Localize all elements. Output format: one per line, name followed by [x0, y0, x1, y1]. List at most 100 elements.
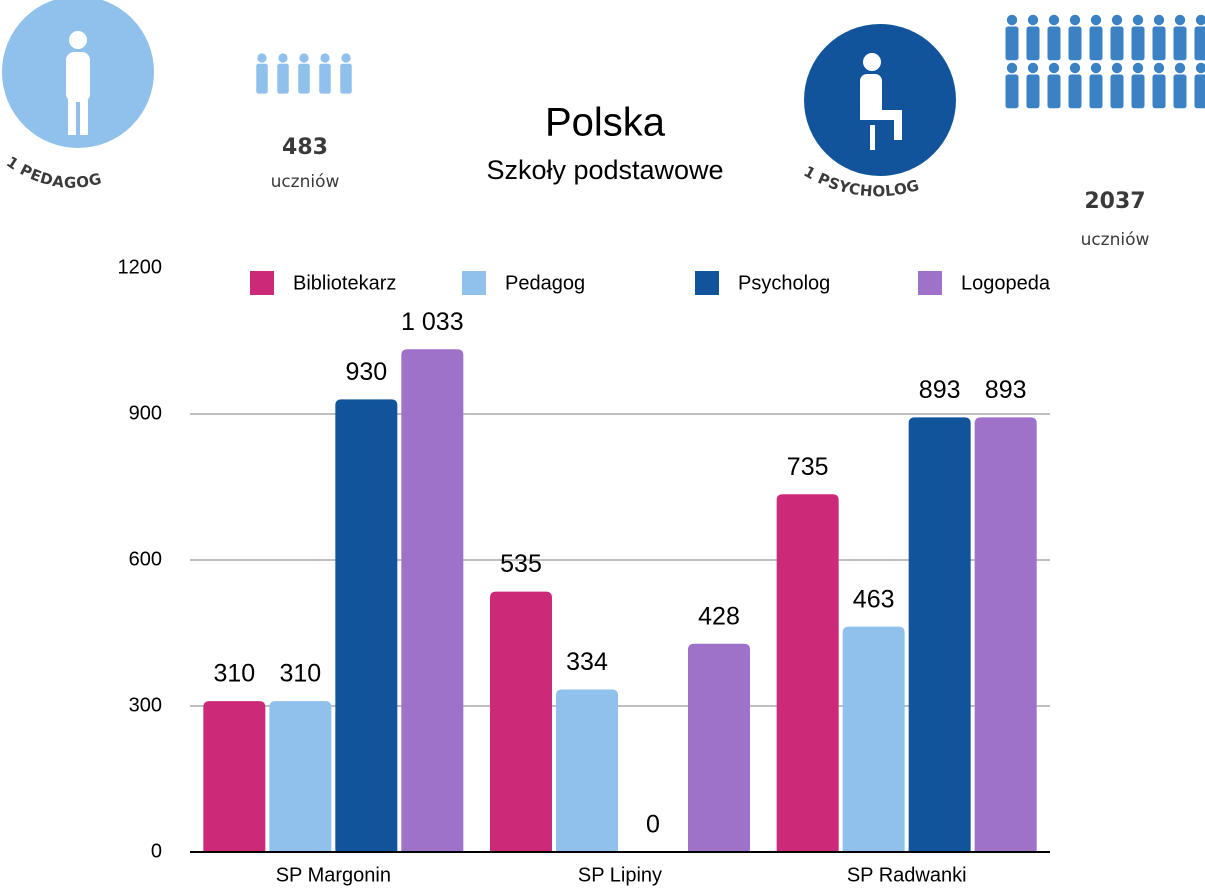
- data-label: 334: [566, 648, 608, 676]
- legend-swatch: [695, 271, 719, 295]
- people-icons: [1005, 14, 1205, 109]
- person: [1174, 62, 1186, 74]
- psycholog-unit: uczniów: [1081, 230, 1150, 250]
- bar: [490, 591, 552, 852]
- person: [1152, 74, 1166, 109]
- person: [1047, 26, 1061, 61]
- data-label: 930: [345, 358, 387, 386]
- person: [298, 63, 310, 94]
- pedagog-label: 1 PEDAGOG: [3, 152, 103, 191]
- pedagog-count: 483: [282, 135, 328, 160]
- y-tick-label: 600: [129, 548, 162, 570]
- data-label: 735: [787, 453, 829, 481]
- person: [1069, 14, 1081, 26]
- person: [1194, 26, 1205, 61]
- person: [1131, 74, 1145, 109]
- person: [341, 53, 351, 63]
- data-label: 893: [985, 376, 1027, 404]
- person: [1132, 14, 1144, 26]
- psycholog-icon: [860, 53, 902, 150]
- person: [1026, 74, 1040, 109]
- person: [1006, 14, 1018, 26]
- person: [1153, 62, 1165, 74]
- psycholog-count: 2037: [1084, 189, 1145, 214]
- person: [1090, 62, 1102, 74]
- person: [256, 63, 268, 94]
- legend-label: Bibliotekarz: [293, 272, 396, 294]
- person: [1068, 74, 1082, 109]
- data-label: 0: [646, 811, 660, 839]
- pedagog-icon: [66, 31, 90, 135]
- data-label: 893: [919, 376, 961, 404]
- person: [1152, 26, 1166, 61]
- y-tick-label: 900: [129, 402, 162, 424]
- person: [1026, 26, 1040, 61]
- person: [1194, 74, 1205, 109]
- person: [1069, 62, 1081, 74]
- bar: [335, 399, 398, 852]
- legend-label: Psycholog: [738, 272, 830, 294]
- data-label: 463: [853, 585, 895, 613]
- person: [1048, 62, 1060, 74]
- y-tick-label: 0: [151, 840, 162, 862]
- person: [1068, 26, 1082, 61]
- person: [1174, 14, 1186, 26]
- bar: [556, 689, 618, 852]
- data-label: 310: [213, 660, 255, 688]
- person: [1047, 74, 1061, 109]
- person: [1131, 26, 1145, 61]
- person: [1027, 62, 1039, 74]
- legend-label: Pedagog: [505, 272, 585, 294]
- person: [1173, 26, 1187, 61]
- y-tick-label: 300: [129, 694, 162, 716]
- person: [278, 53, 288, 63]
- pedagog-unit: uczniów: [271, 172, 340, 192]
- person: [1110, 74, 1124, 109]
- person: [1006, 62, 1018, 74]
- person: [1111, 62, 1123, 74]
- person: [1132, 62, 1144, 74]
- bar: [269, 701, 332, 852]
- person: [1005, 74, 1019, 109]
- x-tick-label: SP Margonin: [276, 864, 391, 886]
- legend-swatch: [250, 271, 274, 295]
- person: [320, 53, 330, 63]
- person: [1111, 14, 1123, 26]
- x-tick-label: SP Radwanki: [847, 864, 967, 886]
- bar: [908, 417, 971, 852]
- data-label: 428: [698, 602, 740, 630]
- person: [1195, 62, 1205, 74]
- person: [1153, 14, 1165, 26]
- person: [319, 63, 331, 94]
- bar: [776, 494, 839, 852]
- data-label: 310: [279, 660, 321, 688]
- legend-label: Logopeda: [961, 272, 1051, 294]
- person: [1005, 26, 1019, 61]
- infographic: 1 PEDAGOG 483 uczniów 1 PSYCHOLOG 2037 u…: [2, 0, 1205, 250]
- person: [1173, 74, 1187, 109]
- bar: [842, 626, 905, 852]
- chart-title: Polska: [545, 101, 666, 145]
- chart-subtitle: Szkoły podstawowe: [486, 155, 723, 185]
- person: [299, 53, 309, 63]
- data-label: 535: [500, 550, 542, 578]
- data-label: 1 033: [401, 308, 464, 336]
- people-icons: [256, 53, 352, 94]
- person: [1089, 26, 1103, 61]
- person: [1027, 14, 1039, 26]
- person: [1090, 14, 1102, 26]
- person: [1110, 26, 1124, 61]
- person: [1089, 74, 1103, 109]
- bar: [688, 643, 750, 852]
- legend-swatch: [462, 271, 486, 295]
- person: [1195, 14, 1205, 26]
- person: [277, 63, 289, 94]
- bar: [974, 417, 1037, 852]
- y-tick-label: 1200: [118, 256, 163, 278]
- person: [1048, 14, 1060, 26]
- legend-swatch: [918, 271, 942, 295]
- bar: [401, 349, 464, 852]
- bar: [203, 701, 266, 852]
- x-tick-label: SP Lipiny: [578, 864, 662, 886]
